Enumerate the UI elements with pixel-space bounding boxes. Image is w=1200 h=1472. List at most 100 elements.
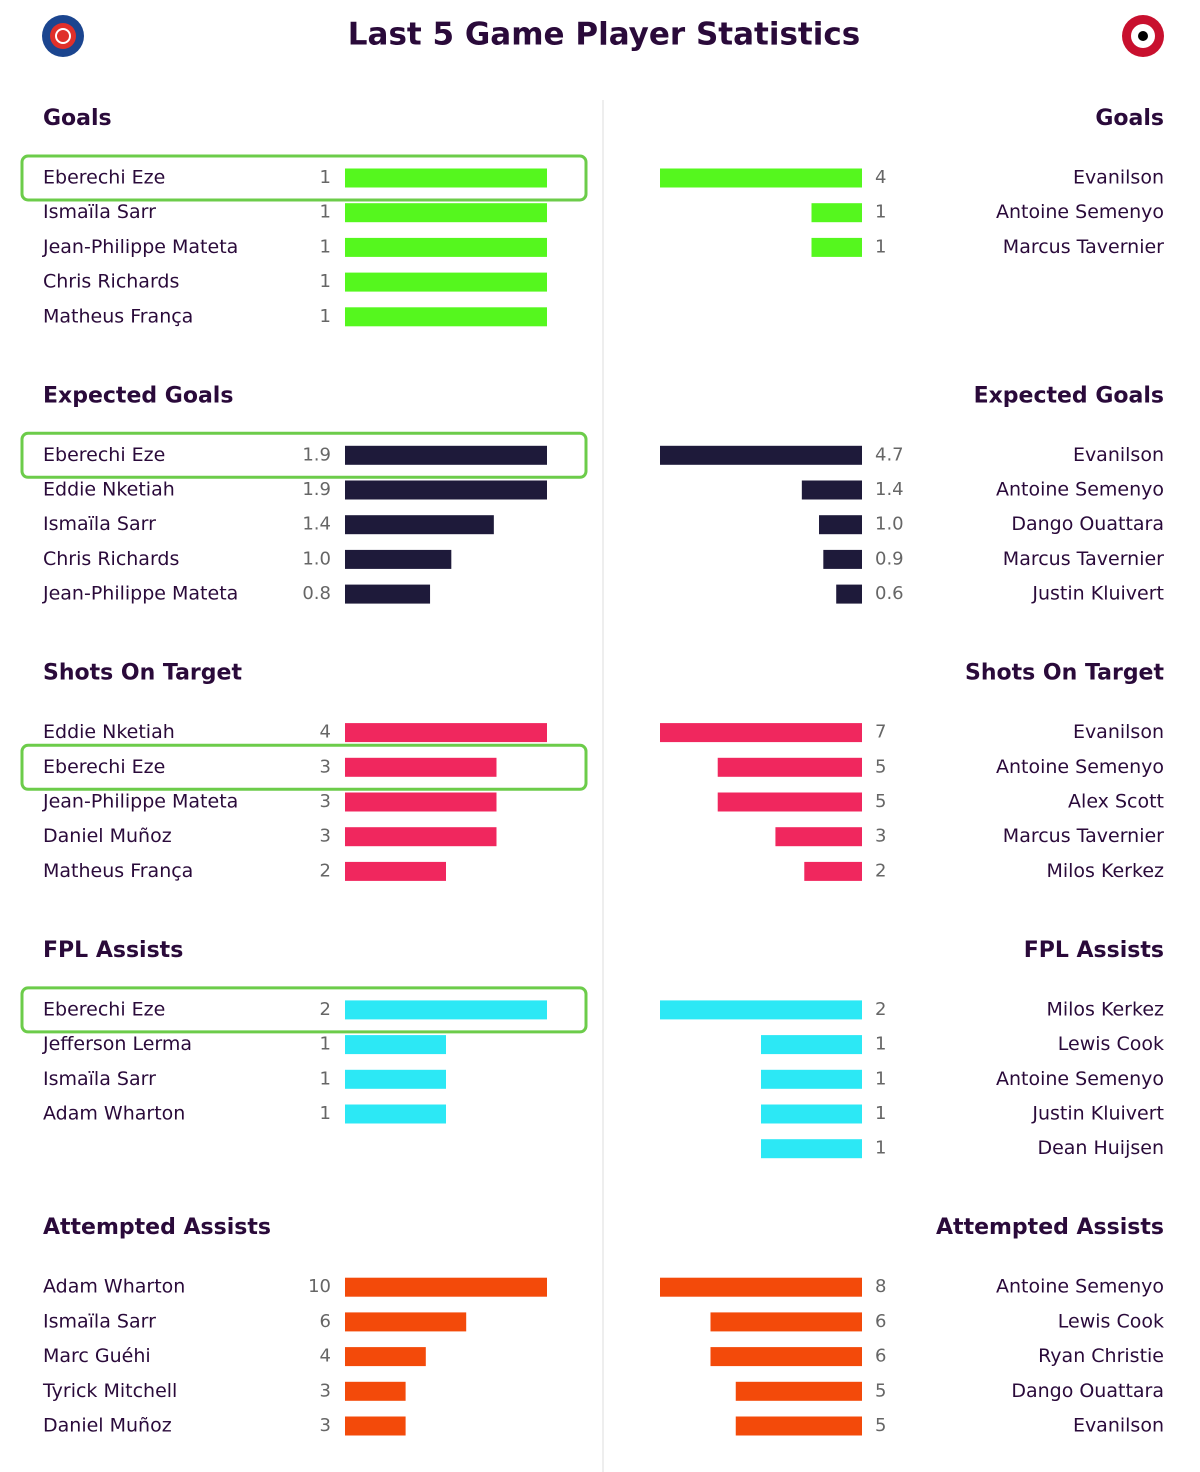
player-name: Evanilson xyxy=(1073,167,1164,189)
value-label: 1.4 xyxy=(875,479,904,500)
home-logo xyxy=(42,15,84,57)
player-name: Ismaïla Sarr xyxy=(43,513,156,535)
section-title: FPL Assists xyxy=(43,938,183,963)
highlight-box xyxy=(20,986,588,1034)
bar xyxy=(735,1416,862,1436)
bar xyxy=(345,1312,467,1332)
bar xyxy=(717,792,862,812)
player-name: Adam Wharton xyxy=(43,1103,185,1125)
value-label: 1 xyxy=(875,1103,886,1124)
value-label: 1 xyxy=(320,202,331,223)
value-label: 1 xyxy=(875,202,886,223)
player-name: Dean Huijsen xyxy=(1037,1137,1164,1159)
bar xyxy=(660,168,862,188)
section-title: Shots On Target xyxy=(43,661,242,686)
player-name: Eberechi Eze xyxy=(43,167,165,189)
bar xyxy=(823,549,862,569)
player-name: Daniel Muñoz xyxy=(43,825,172,847)
bar xyxy=(345,272,547,292)
value-label: 2 xyxy=(875,999,886,1020)
value-label: 4 xyxy=(875,167,886,188)
bar xyxy=(836,584,862,604)
player-name: Jean-Philippe Mateta xyxy=(42,236,238,258)
player-name: Tyrick Mitchell xyxy=(42,1380,177,1402)
player-name: Justin Kluivert xyxy=(1031,1103,1164,1125)
player-name: Eddie Nketiah xyxy=(43,479,175,501)
bar xyxy=(345,1277,547,1297)
value-label: 6 xyxy=(875,1346,886,1367)
player-name: Antoine Semenyo xyxy=(996,1276,1164,1298)
value-label: 3 xyxy=(320,791,331,812)
value-label: 5 xyxy=(875,756,886,777)
bar xyxy=(660,1000,862,1020)
value-label: 1.0 xyxy=(302,548,331,569)
value-label: 1 xyxy=(875,236,886,257)
bar xyxy=(710,1347,862,1367)
value-label: 1.0 xyxy=(875,514,904,535)
player-name: Daniel Muñoz xyxy=(43,1415,172,1437)
player-name: Lewis Cook xyxy=(1058,1033,1164,1055)
value-label: 0.8 xyxy=(302,583,331,604)
value-label: 5 xyxy=(875,1380,886,1401)
player-name: Eddie Nketiah xyxy=(43,721,175,743)
value-label: 2 xyxy=(320,999,331,1020)
bar xyxy=(345,584,431,604)
bar xyxy=(710,1312,862,1332)
highlight-box xyxy=(20,431,588,479)
player-name: Eberechi Eze xyxy=(43,756,165,778)
bar xyxy=(345,1381,406,1401)
value-label: 1 xyxy=(320,167,331,188)
value-label: 8 xyxy=(875,1276,886,1297)
bar xyxy=(345,168,547,188)
bar xyxy=(345,792,497,812)
bar xyxy=(660,445,862,465)
bar xyxy=(345,480,547,500)
value-label: 1 xyxy=(320,271,331,292)
player-name: Marcus Tavernier xyxy=(1003,548,1164,570)
player-name: Chris Richards xyxy=(43,548,179,570)
value-label: 4 xyxy=(320,1346,331,1367)
page-title: Last 5 Game Player Statistics xyxy=(348,17,860,53)
value-label: 3 xyxy=(320,1380,331,1401)
bar xyxy=(761,1069,862,1089)
value-label: 1 xyxy=(320,236,331,257)
section-title: Expected Goals xyxy=(974,383,1164,408)
section-title: Goals xyxy=(1095,106,1164,131)
value-label: 4.7 xyxy=(875,444,904,465)
bar xyxy=(660,1277,862,1297)
player-name: Marc Guéhi xyxy=(43,1345,151,1367)
value-label: 5 xyxy=(875,791,886,812)
bar xyxy=(345,307,547,327)
player-name: Chris Richards xyxy=(43,271,179,293)
player-name: Dango Ouattara xyxy=(1011,513,1164,535)
bar xyxy=(735,1381,862,1401)
value-label: 2 xyxy=(320,860,331,881)
section-title: Shots On Target xyxy=(965,661,1164,686)
value-label: 5 xyxy=(875,1415,886,1436)
player-name: Jean-Philippe Mateta xyxy=(42,791,238,813)
player-name: Dango Ouattara xyxy=(1011,1380,1164,1402)
player-name: Eberechi Eze xyxy=(43,444,165,466)
section-title: Goals xyxy=(43,106,112,131)
value-label: 3 xyxy=(320,826,331,847)
player-name: Eberechi Eze xyxy=(43,998,165,1020)
player-name: Adam Wharton xyxy=(43,1276,185,1298)
value-label: 1.9 xyxy=(302,444,331,465)
value-label: 4 xyxy=(320,722,331,743)
away-logo xyxy=(1122,15,1164,57)
bar xyxy=(345,757,497,777)
bar xyxy=(761,1104,862,1124)
value-label: 1 xyxy=(320,1103,331,1124)
player-name: Evanilson xyxy=(1073,444,1164,466)
bar xyxy=(775,827,862,847)
bar xyxy=(345,549,452,569)
bar xyxy=(345,1069,446,1089)
player-name: Milos Kerkez xyxy=(1046,860,1164,882)
player-name: Jefferson Lerma xyxy=(42,1033,192,1055)
player-name: Antoine Semenyo xyxy=(996,1068,1164,1090)
bar xyxy=(819,515,862,535)
value-label: 1 xyxy=(875,1068,886,1089)
value-label: 7 xyxy=(875,722,886,743)
